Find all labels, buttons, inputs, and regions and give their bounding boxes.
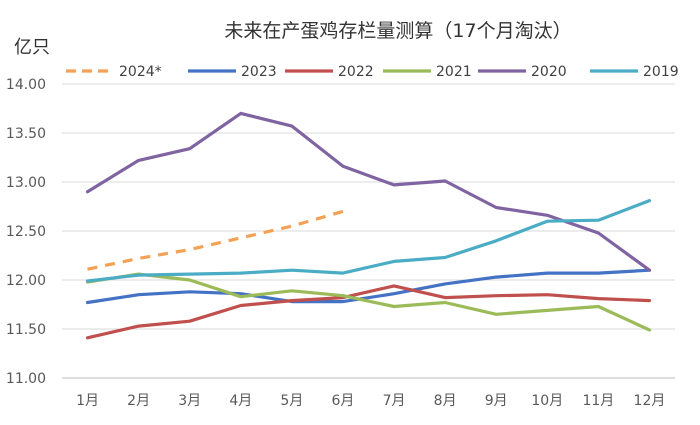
legend: 2024* 2023 2022 2021 2020 2019	[66, 64, 679, 80]
series-line-2022	[85, 284, 652, 340]
y-tick-label: 11.00	[6, 371, 46, 387]
y-tick-label: 12.00	[6, 273, 46, 289]
y-tick-label: 14.00	[6, 77, 46, 93]
x-tick-label: 1月	[76, 393, 99, 409]
x-tick-label: 3月	[178, 393, 201, 409]
legend-entry-label: 2022	[338, 64, 374, 80]
series-line-2020	[85, 111, 652, 272]
series-line-2023	[85, 268, 652, 305]
x-axis-ticks: 1月 2月 3月 4月 5月 6月 7月 8月 9月 10月 11月 12月	[76, 393, 665, 409]
x-tick-label: 9月	[485, 393, 508, 409]
x-tick-label: 8月	[434, 393, 457, 409]
legend-entry-label: 2024*	[119, 64, 162, 80]
x-tick-label: 2月	[127, 393, 150, 409]
series-line-2021	[85, 272, 652, 332]
y-tick-label: 12.50	[6, 224, 46, 240]
y-tick-label: 13.00	[6, 175, 46, 191]
legend-entry-label: 2020	[531, 64, 567, 80]
series-line-2019	[85, 199, 652, 283]
x-tick-label: 7月	[383, 393, 406, 409]
x-tick-label: 4月	[229, 393, 252, 409]
gridlines	[62, 83, 675, 379]
legend-entry-label: 2019	[643, 64, 679, 80]
x-tick-label: 6月	[331, 393, 354, 409]
series-line-2024	[87, 209, 344, 271]
legend-entry-label: 2021	[436, 64, 472, 80]
y-tick-label: 11.50	[6, 322, 46, 338]
y-axis-ticks: 11.00 11.50 12.00 12.50 13.00 13.50 14.00	[6, 77, 46, 387]
chart-title: 未来在产蛋鸡存栏量测算（17个月淘汰）	[224, 20, 571, 42]
x-tick-label: 10月	[531, 393, 563, 409]
y-axis-unit-label: 亿只	[14, 37, 50, 58]
legend-entry-label: 2023	[241, 64, 277, 80]
series-lines	[85, 111, 652, 340]
x-tick-label: 5月	[280, 393, 303, 409]
x-tick-label: 11月	[582, 393, 614, 409]
y-tick-label: 13.50	[6, 126, 46, 142]
x-tick-label: 12月	[634, 393, 666, 409]
